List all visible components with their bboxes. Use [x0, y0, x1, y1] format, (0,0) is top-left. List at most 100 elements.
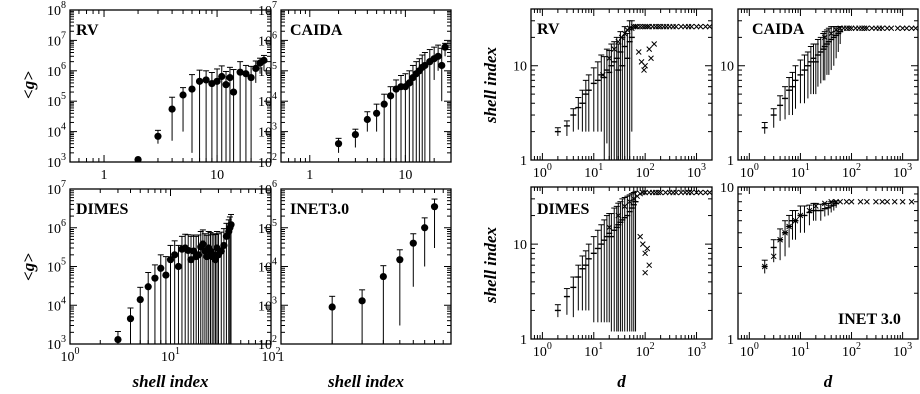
scatter-point [693, 23, 700, 30]
plot-frame [530, 186, 713, 340]
scatter-point [884, 198, 891, 205]
data-point [162, 271, 170, 279]
y-tick-label: 105 [47, 91, 66, 110]
y-tick-label: 102 [258, 334, 277, 353]
data-point [166, 256, 175, 264]
scatter-point [688, 23, 695, 30]
x-tick-label: 1 [306, 168, 313, 183]
data-point [434, 52, 442, 60]
data-point [190, 247, 198, 255]
panel-title: INET 3.0 [838, 311, 901, 328]
scatter-point [782, 229, 788, 236]
data-point [421, 61, 429, 70]
scatter-point [618, 34, 625, 41]
panel-title: DIMES [537, 201, 590, 218]
x-axis-label: shell index [131, 372, 209, 391]
data-point [126, 315, 135, 323]
data-point [328, 303, 336, 311]
scatter-point [843, 25, 850, 32]
data-point [405, 79, 413, 87]
scatter-point [706, 189, 712, 196]
data-point [134, 155, 142, 162]
scatter-point [912, 25, 918, 32]
scatter-point [697, 23, 704, 30]
x-tick-label: 103 [893, 341, 912, 360]
scatter-point [657, 189, 664, 196]
data-point [242, 70, 250, 78]
y-tick-label: 104 [258, 257, 277, 276]
plot-frame [280, 9, 452, 163]
y-tick-label: 10 [720, 60, 734, 75]
scatter-point [599, 72, 606, 78]
y-tick-label: 10 [513, 238, 527, 253]
x-tick-label: 102 [842, 341, 861, 360]
scatter-point [678, 23, 684, 30]
scatter-point [626, 25, 633, 32]
scatter-point [848, 198, 855, 205]
scatter-point [648, 55, 654, 62]
panel-3: 100 101 102 103 104 105 106 107 DIMES shell index [47, 179, 281, 391]
data-point [226, 73, 234, 82]
y-tick-label: 107 [47, 30, 66, 49]
data-point [441, 43, 449, 51]
panel-title: RV [76, 22, 99, 39]
scatter-point [621, 30, 628, 37]
y-tick-label: 1 [520, 154, 527, 169]
scatter-point [655, 23, 662, 30]
x-tick-label: 103 [893, 162, 912, 181]
scatter-point [879, 198, 886, 205]
panel-1: 1 10 103 104 105 106 107 108 RV [47, 0, 272, 183]
panel-title: CAIDA [752, 21, 805, 38]
data-point [184, 246, 192, 255]
data-point [379, 272, 387, 281]
y-tick-label: 107 [258, 0, 277, 19]
x-tick-label: 101 [584, 162, 603, 181]
y-tick-label: 107 [47, 179, 66, 198]
scatter-point [606, 224, 613, 231]
x-tick-label: 101 [161, 346, 180, 365]
panel-6: 100 101 102 103 1 10 CAIDA [720, 8, 919, 181]
data-point [334, 140, 343, 148]
x-tick-label: 102 [636, 162, 655, 181]
y-tick-label: 105 [258, 61, 277, 80]
data-point [386, 92, 395, 100]
scatter-point [660, 23, 667, 30]
scatter-point [761, 263, 768, 270]
x-tick-label: 100 [740, 162, 759, 181]
y-tick-label: 106 [258, 30, 277, 49]
scatter-point [821, 200, 828, 207]
y-tick-label: 106 [47, 218, 66, 237]
panel-7: 100 101 102 103 1 10 DIMES d [513, 186, 713, 391]
scatter-point [637, 23, 644, 30]
x-tick-label: 102 [636, 341, 655, 360]
scatter-point [894, 25, 901, 32]
scatter-point [662, 189, 669, 196]
scatter-point [833, 198, 839, 205]
scatter-point [688, 189, 695, 196]
axis-ticks [280, 9, 452, 163]
scatter-point [792, 217, 799, 224]
data-point [188, 85, 196, 93]
scatter-point [651, 41, 658, 47]
data-point [217, 247, 225, 255]
scatter-point [879, 25, 886, 32]
scatter-point [848, 25, 855, 32]
panel-title: CAIDA [290, 22, 343, 39]
panel-title: INET3.0 [290, 201, 349, 218]
panel-8: 100 101 102 103 1 10 INET 3.0 d [720, 181, 919, 391]
scatter-point [770, 253, 777, 260]
y-tick-label: 104 [47, 295, 66, 314]
scatter-point [611, 46, 618, 53]
scatter-point [635, 49, 642, 55]
data-point [260, 56, 268, 64]
panel-2: 1 10 102 103 104 105 106 107 CAIDA [258, 0, 452, 183]
scatter-point [864, 198, 870, 205]
x-tick-label: 102 [262, 346, 281, 365]
x-tick-label: 103 [687, 162, 706, 181]
scatter-point [642, 269, 649, 276]
data-point [358, 297, 366, 305]
data-point [252, 64, 260, 72]
scatter-point [652, 23, 659, 30]
data-point [157, 264, 165, 272]
